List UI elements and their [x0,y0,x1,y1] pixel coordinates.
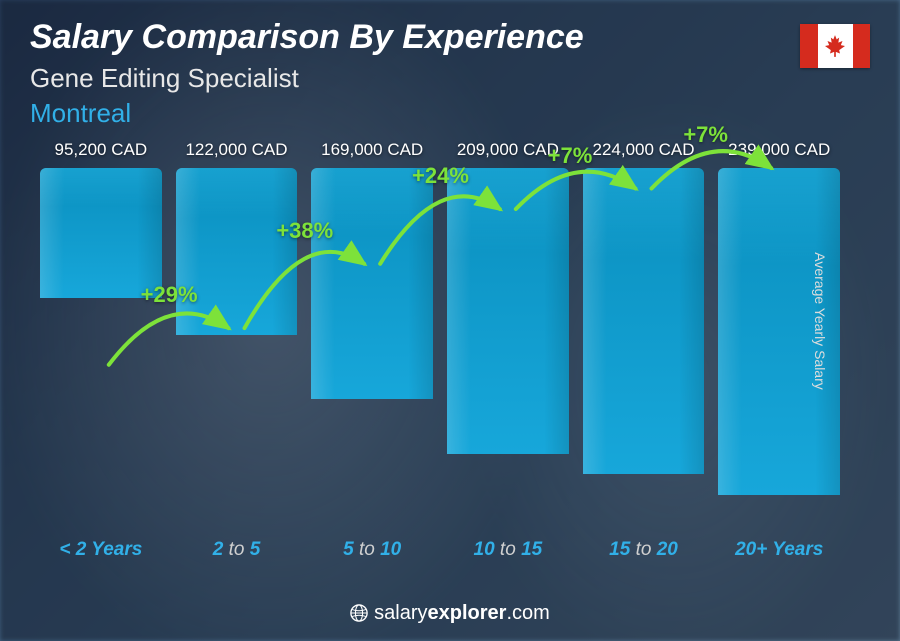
header: Salary Comparison By Experience Gene Edi… [30,18,870,129]
brand-tld: .com [506,602,549,624]
chart-title: Salary Comparison By Experience [30,18,870,57]
chart-location: Montreal [30,98,870,129]
chart-subtitle: Gene Editing Specialist [30,63,870,94]
flag-center [818,24,853,68]
increase-pct: +38% [276,218,333,244]
flag-band-left [800,24,818,68]
brand-part-b: explorer [428,602,507,624]
increase-pct: +29% [141,282,198,308]
country-flag [800,24,870,68]
globe-icon [350,604,368,622]
flag-band-right [853,24,871,68]
y-axis-label: Average Yearly Salary [811,252,827,390]
increase-pct: +7% [548,143,593,169]
maple-leaf-icon [825,35,845,57]
brand-part-a: salary [374,602,427,624]
footer: salaryexplorer.com [0,602,900,628]
footer-brand: salaryexplorer.com [350,602,550,625]
arc-texts-layer: +29%+38%+24%+7%+7% [40,140,840,561]
increase-pct: +24% [412,163,469,189]
chart-area: 95,200 CAD122,000 CAD169,000 CAD209,000 … [40,140,840,561]
increase-pct: +7% [683,122,728,148]
